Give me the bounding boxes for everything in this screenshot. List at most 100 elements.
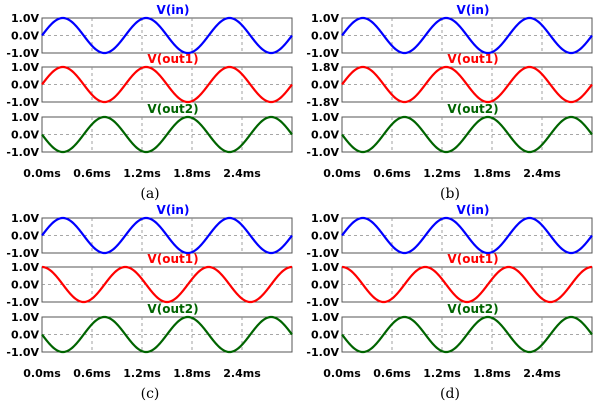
y-tick-label: -1.0V — [6, 146, 39, 159]
series-line — [41, 65, 293, 104]
series-line — [41, 315, 293, 354]
y-tick-label: 0.0V — [11, 79, 39, 92]
y-tick-label: 1.0V — [311, 12, 339, 25]
x-tick-label: 1.2ms — [423, 367, 461, 380]
y-tick-label: -1.0V — [6, 47, 39, 60]
x-tick-label: 0.6ms — [73, 167, 111, 180]
panel-vout2: V(out2) 1.0V 0.0V -1.0V — [6, 102, 293, 159]
subfigure-caption: (b) — [440, 186, 460, 202]
panel-vout2: V(out2) 1.0V 0.0V -1.0V — [306, 102, 593, 159]
y-tick-label: -1.0V — [306, 146, 339, 159]
x-tick-label: 0.6ms — [73, 367, 111, 380]
y-tick-label: 1.0V — [311, 111, 339, 124]
y-tick-label: 1.0V — [311, 261, 339, 274]
subfigure-d: V(in)1.0V0.0V-1.0V V(out1)1.0V0.0V-1.0V V(… — [306, 203, 593, 402]
panel-title: V(out1) — [447, 52, 498, 66]
panel-title: V(out2) — [447, 302, 498, 316]
panel-vin: V(in) 1.0V 0.0V -1.0V — [306, 3, 593, 60]
x-tick-label: 0.0ms — [23, 367, 61, 380]
plot-frame — [41, 266, 293, 303]
panel-vout1: V(out1) 1.8V 0.0V -1.8V — [306, 52, 593, 109]
subfigure-caption: (d) — [440, 386, 460, 402]
panel-vout1: V(out1) 1.0V 0.0V -1.0V — [6, 252, 293, 309]
series-line — [341, 315, 593, 354]
x-tick-label: 2.4ms — [223, 367, 261, 380]
panel-vout2: V(out2) 1.0V 0.0V -1.0V — [306, 302, 593, 359]
x-tick-label: 1.8ms — [473, 367, 511, 380]
x-tick-label: 1.8ms — [173, 167, 211, 180]
series-line — [41, 16, 293, 55]
y-tick-label: 0.0V — [311, 279, 339, 292]
y-tick-label: 0.0V — [311, 230, 339, 243]
subfigure-b: V(in)1.0V0.0V-1.0V V(out1)1.8V0.0V-1.8V V(… — [306, 3, 593, 202]
panel-title: V(in) — [457, 203, 490, 217]
y-tick-label: 1.0V — [11, 212, 39, 225]
x-tick-label: 0.0ms — [323, 367, 361, 380]
y-tick-label: 0.0V — [11, 230, 39, 243]
x-tick-label: 0.6ms — [373, 367, 411, 380]
y-tick-label: 1.0V — [311, 311, 339, 324]
y-tick-label: -1.0V — [6, 247, 39, 260]
x-tick-label: 1.2ms — [123, 167, 161, 180]
y-tick-label: -1.0V — [6, 296, 39, 309]
x-tick-label: 1.8ms — [473, 167, 511, 180]
series-line — [41, 265, 293, 304]
x-tick-label: 0.0ms — [323, 167, 361, 180]
subfigure-a: V(in)1.0V0.0V-1.0V V(out1)1.0V0.0V-1.0V V(… — [6, 3, 293, 202]
x-tick-label: 2.4ms — [223, 167, 261, 180]
panel-vin: V(in) 1.0V 0.0V -1.0V — [6, 3, 293, 60]
series-line — [41, 115, 293, 154]
subfigure-caption: (a) — [140, 186, 159, 202]
y-tick-label: 0.0V — [311, 30, 339, 43]
y-tick-label: 1.0V — [11, 61, 39, 74]
panel-title: V(out2) — [147, 102, 198, 116]
subfigure-caption: (c) — [141, 386, 160, 402]
y-tick-label: -1.0V — [306, 247, 339, 260]
series-line — [41, 216, 293, 255]
x-tick-label: 2.4ms — [523, 167, 561, 180]
panel-title: V(out1) — [147, 252, 198, 266]
y-tick-label: 0.0V — [11, 329, 39, 342]
y-tick-label: -1.0V — [306, 296, 339, 309]
series-line — [341, 265, 593, 304]
panel-title: V(out1) — [447, 252, 498, 266]
x-tick-label: 2.4ms — [523, 367, 561, 380]
panel-vin: V(in) 1.0V 0.0V -1.0V — [6, 203, 293, 260]
series-line — [341, 65, 593, 104]
panel-vin: V(in) 1.0V 0.0V -1.0V — [306, 203, 593, 260]
panel-vout2: V(out2) 1.0V 0.0V -1.0V — [6, 302, 293, 359]
y-tick-label: 1.0V — [11, 111, 39, 124]
y-tick-label: 0.0V — [11, 30, 39, 43]
panel-vout1: V(out1) 1.0V 0.0V -1.0V — [306, 252, 593, 309]
panel-title: V(out2) — [147, 302, 198, 316]
panel-title: V(out2) — [447, 102, 498, 116]
y-tick-label: -1.0V — [306, 346, 339, 359]
y-tick-label: -1.8V — [306, 96, 339, 109]
series-line — [341, 16, 593, 55]
y-tick-label: 1.0V — [311, 212, 339, 225]
x-tick-label: 1.2ms — [423, 167, 461, 180]
panel-title: V(in) — [157, 3, 190, 17]
x-tick-label: 1.8ms — [173, 367, 211, 380]
x-tick-label: 0.0ms — [23, 167, 61, 180]
series-line — [341, 216, 593, 255]
y-tick-label: 0.0V — [311, 329, 339, 342]
subfigure-c: V(in)1.0V0.0V-1.0V V(out1)1.0V0.0V-1.0V V(… — [6, 203, 293, 402]
y-tick-label: 0.0V — [11, 129, 39, 142]
y-tick-label: 1.0V — [11, 12, 39, 25]
y-tick-label: 1.0V — [11, 311, 39, 324]
x-tick-label: 1.2ms — [123, 367, 161, 380]
x-tick-label: 0.6ms — [373, 167, 411, 180]
panel-title: V(in) — [457, 3, 490, 17]
y-tick-label: 0.0V — [11, 279, 39, 292]
y-tick-label: 1.0V — [11, 261, 39, 274]
panel-vout1: V(out1) 1.0V 0.0V -1.0V — [6, 52, 293, 109]
panel-title: V(in) — [157, 203, 190, 217]
y-tick-label: -1.0V — [306, 47, 339, 60]
y-tick-label: -1.0V — [6, 96, 39, 109]
y-tick-label: -1.0V — [6, 346, 39, 359]
y-tick-label: 0.0V — [311, 129, 339, 142]
panel-title: V(out1) — [147, 52, 198, 66]
y-tick-label: 0.0V — [311, 79, 339, 92]
